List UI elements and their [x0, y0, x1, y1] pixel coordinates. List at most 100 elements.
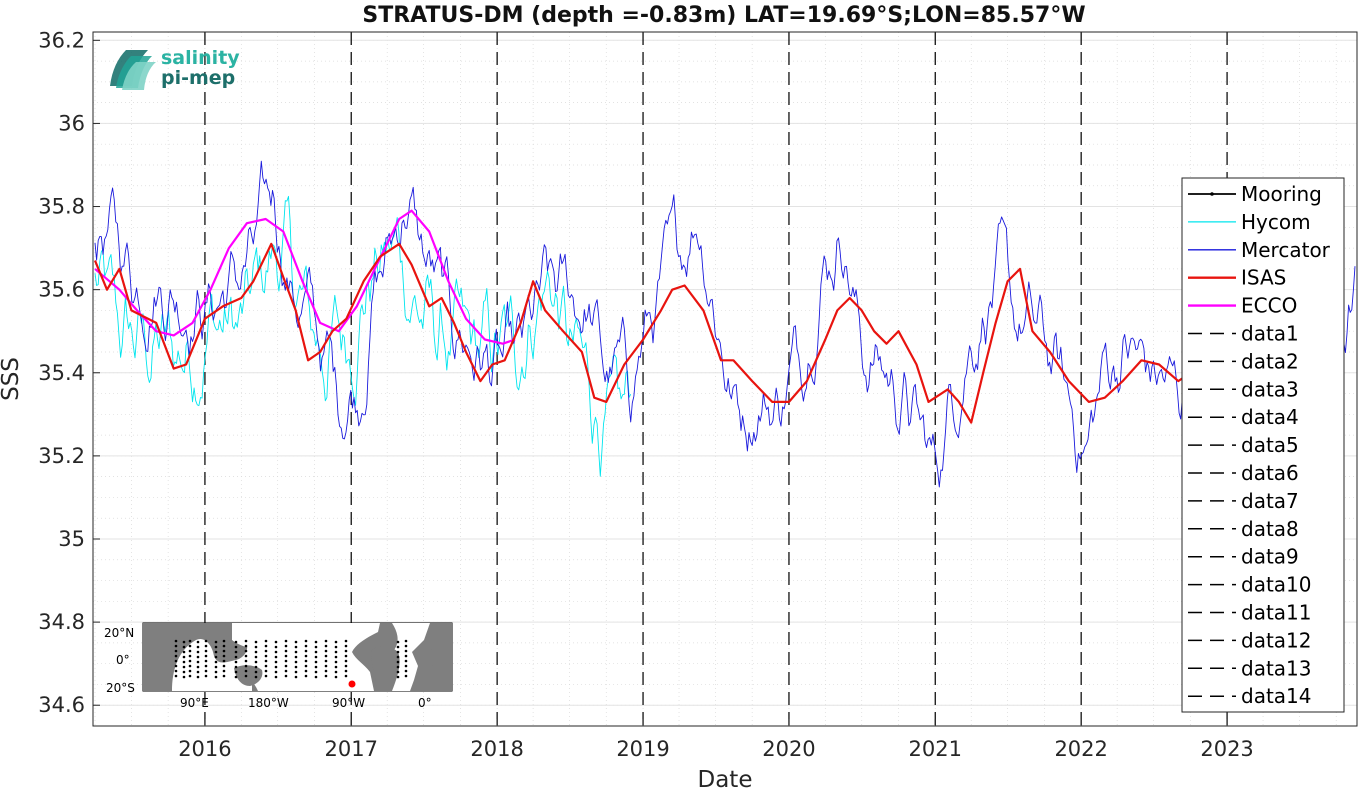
map-lon-label-0: 0° — [418, 696, 432, 710]
mooring-dot — [182, 650, 186, 654]
legend-label: data8 — [1241, 517, 1299, 541]
mooring-dot — [204, 644, 208, 648]
mooring-dot — [304, 649, 308, 653]
mooring-dot — [344, 674, 348, 678]
mooring-dot — [396, 660, 400, 664]
legend-label: ISAS — [1241, 266, 1286, 290]
mooring-dot — [234, 660, 238, 664]
mooring-dot — [182, 675, 186, 679]
mooring-dot — [324, 654, 328, 658]
x-tick-label: 2019 — [616, 737, 669, 761]
mooring-dot — [196, 640, 200, 644]
mooring-dot — [304, 644, 308, 648]
legend-entry-data13: data13 — [1188, 656, 1312, 680]
legend-label: data5 — [1241, 433, 1299, 457]
series-line-hycom — [94, 195, 632, 477]
map-lon-label-90w: 90°W — [332, 696, 365, 710]
mooring-dot — [344, 654, 348, 658]
legend-entry-data8: data8 — [1188, 517, 1299, 541]
legend-label: data2 — [1241, 349, 1299, 373]
mooring-dot — [294, 670, 298, 674]
mooring-dot — [204, 639, 208, 643]
inset-world-map: 20°N 0° 20°S 90°E 180°W 90°W 0° — [104, 622, 453, 710]
legend-label: Mercator — [1241, 238, 1331, 262]
mooring-dot — [188, 649, 192, 653]
mooring-dot — [404, 669, 408, 673]
mooring-dot — [244, 669, 248, 673]
mooring-dot — [294, 660, 298, 664]
mooring-dot — [294, 665, 298, 669]
mooring-dot — [304, 654, 308, 658]
mooring-dot — [294, 650, 298, 654]
series-layer — [93, 160, 1356, 488]
mooring-dot — [396, 645, 400, 649]
mooring-dot — [214, 670, 218, 674]
mooring-dot — [244, 639, 248, 643]
mooring-dot — [196, 655, 200, 659]
mooring-array-dots — [174, 639, 408, 679]
mooring-dot — [188, 664, 192, 668]
legend-entry-data9: data9 — [1188, 545, 1299, 569]
mooring-dot — [294, 645, 298, 649]
australia — [234, 665, 263, 686]
mooring-dot — [344, 659, 348, 663]
mooring-dot — [174, 664, 178, 668]
mooring-dot — [188, 674, 192, 678]
mooring-dot — [396, 650, 400, 654]
mooring-dot — [294, 640, 298, 644]
mooring-dot — [344, 669, 348, 673]
mooring-dot — [182, 655, 186, 659]
logo-text-salinity: salinity — [161, 47, 240, 69]
mooring-dot — [254, 640, 258, 644]
mooring-dot — [324, 664, 328, 668]
mooring-dot — [404, 639, 408, 643]
mooring-dot — [182, 665, 186, 669]
mooring-dot — [304, 664, 308, 668]
map-lon-label-90e: 90°E — [180, 696, 209, 710]
mooring-dot — [274, 660, 278, 664]
legend-label: data14 — [1241, 684, 1312, 708]
ocean-indian — [172, 638, 252, 691]
legend-marker — [1210, 192, 1214, 196]
x-tick-label: 2018 — [470, 737, 523, 761]
mooring-dot — [274, 650, 278, 654]
mooring-dot — [254, 645, 258, 649]
mooring-dot — [274, 640, 278, 644]
y-tick-label: 35.8 — [38, 195, 85, 219]
mooring-dot — [234, 640, 238, 644]
mooring-dot — [284, 654, 288, 658]
mooring-dot — [244, 644, 248, 648]
mooring-dot — [188, 639, 192, 643]
mooring-dot — [264, 664, 268, 668]
legend-entry-data7: data7 — [1188, 489, 1299, 513]
legend-entry-data14: data14 — [1188, 684, 1312, 708]
mooring-dot — [222, 654, 226, 658]
mooring-dot — [254, 670, 258, 674]
mooring-dot — [396, 675, 400, 679]
mooring-dot — [188, 654, 192, 658]
mooring-dot — [264, 654, 268, 658]
x-tick-label: 2017 — [325, 737, 378, 761]
africa — [431, 623, 452, 691]
legend-label: data13 — [1241, 656, 1312, 680]
mooring-dot — [254, 650, 258, 654]
mooring-dot — [244, 649, 248, 653]
mooring-dot — [222, 639, 226, 643]
mooring-dot — [214, 645, 218, 649]
legend-label: data6 — [1241, 461, 1299, 485]
mooring-dot — [294, 675, 298, 679]
legend-box — [1181, 177, 1345, 713]
mooring-dot — [396, 665, 400, 669]
x-tick-label: 2021 — [909, 737, 962, 761]
map-lat-label-0: 0° — [116, 653, 130, 667]
mooring-dot — [196, 665, 200, 669]
series-line-mercator — [94, 160, 1356, 488]
mooring-dot — [334, 670, 338, 674]
map-lat-label-20n: 20°N — [104, 626, 134, 640]
mooring-dot — [284, 649, 288, 653]
mooring-dot — [334, 640, 338, 644]
mooring-dot — [214, 650, 218, 654]
mooring-dot — [196, 645, 200, 649]
mooring-dot — [214, 675, 218, 679]
mooring-dot — [196, 675, 200, 679]
